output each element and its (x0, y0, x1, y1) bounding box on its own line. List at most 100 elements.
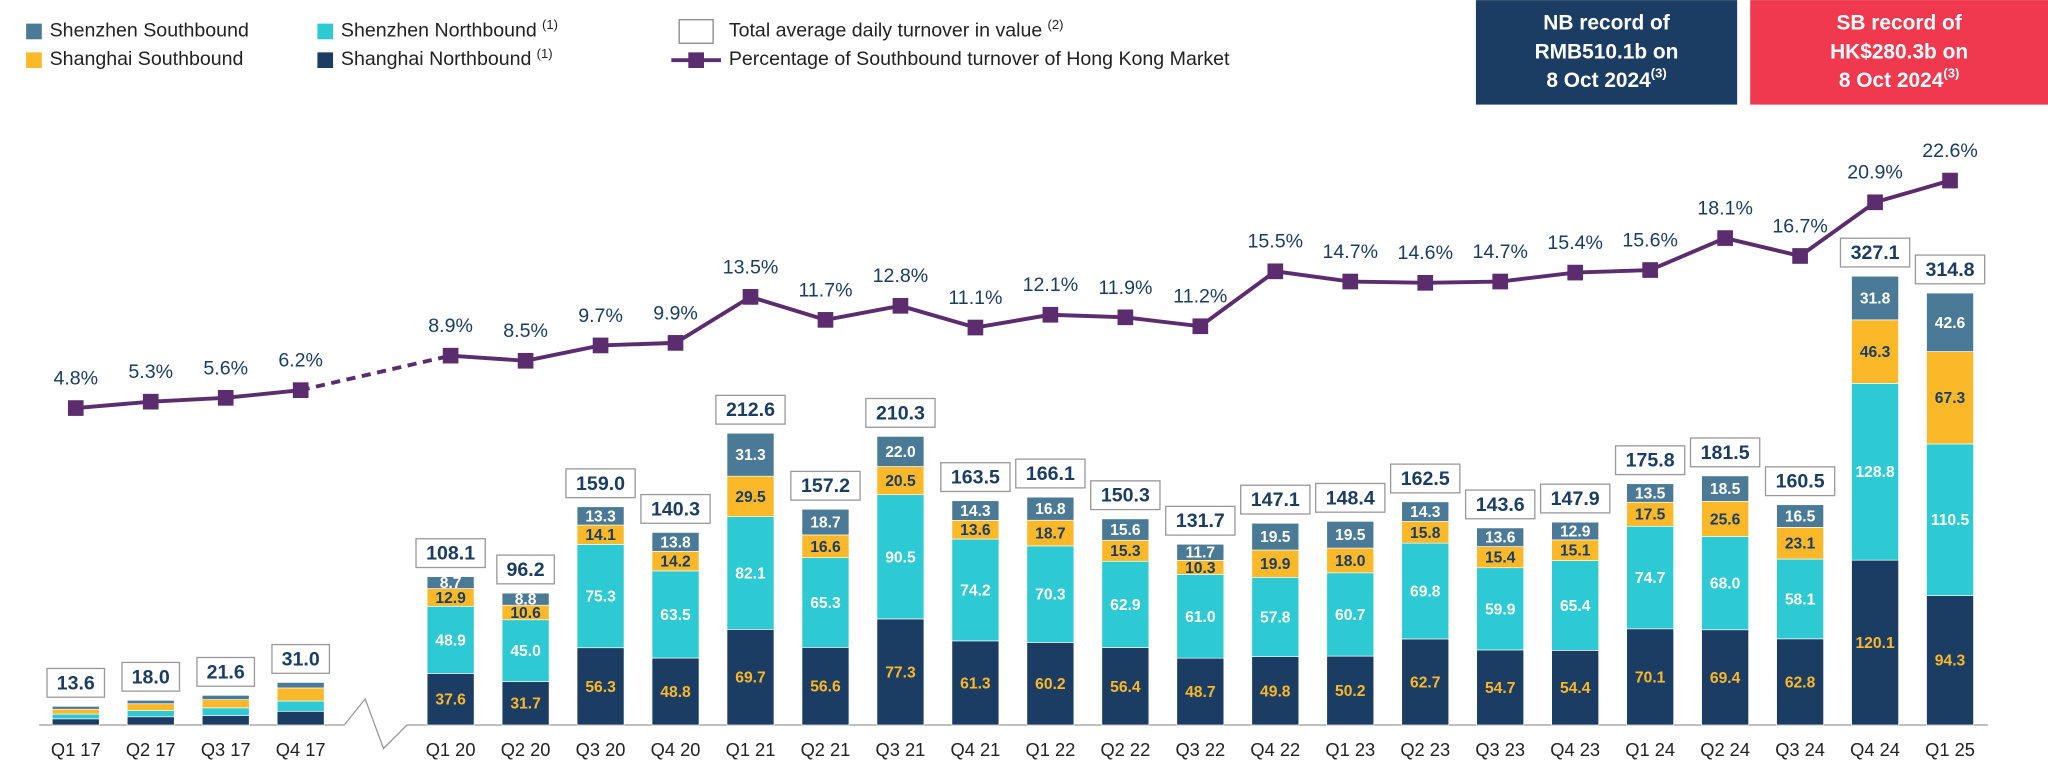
bar-segment (951, 538, 1000, 642)
line-value-label: 11.1% (948, 287, 1002, 309)
record-text: 8 Oct 2024(3) (1839, 66, 1959, 92)
record-line: NB record of (1543, 11, 1669, 34)
line-value-label: 8.5% (503, 320, 548, 342)
line-marker (817, 312, 834, 328)
bar-value-label: 110.5 (1931, 512, 1970, 529)
total-label: 131.7 (1176, 510, 1225, 532)
line-marker (1417, 274, 1434, 291)
bar-segment (876, 436, 925, 467)
bar-value-label: 14.2 (660, 554, 691, 571)
bar-segment (276, 700, 325, 712)
bar-value-label: 62.7 (1410, 674, 1441, 691)
bar-segment (1101, 647, 1150, 726)
line-marker (517, 352, 534, 369)
bar-value-label: 29.5 (735, 489, 766, 506)
line-marker (1792, 248, 1808, 264)
bar-segment (801, 647, 850, 726)
line-marker (1042, 306, 1059, 323)
bar-value-label: 69.8 (1410, 584, 1441, 601)
bar-segment (1101, 518, 1150, 541)
total-box (1015, 458, 1086, 489)
bar-value-label: 59.9 (1485, 601, 1516, 618)
bar-value-label: 14.3 (1410, 504, 1441, 521)
bar-value-label: 54.4 (1560, 680, 1591, 697)
line-marker (217, 389, 234, 406)
x-tick-label: Q3 23 (1475, 739, 1525, 760)
total-box (1914, 254, 1986, 285)
record-text: RMB510.1b on (1535, 40, 1679, 63)
bar-segment (51, 708, 100, 715)
record-text: 8 Oct 2024(3) (1546, 66, 1666, 92)
bar-value-label: 14.1 (585, 527, 616, 544)
line-value-label: 18.1% (1697, 198, 1753, 220)
record-line: SB record of (1836, 11, 1961, 34)
bar-segment (1926, 351, 1974, 445)
bar-segment (576, 647, 625, 726)
bar-segment (576, 506, 625, 526)
x-tick-label: Q4 21 (951, 739, 1001, 760)
total-label: 210.3 (876, 402, 925, 424)
bar-segment (1176, 574, 1225, 659)
axis-break (343, 697, 408, 750)
x-tick-label: Q4 22 (1250, 739, 1300, 760)
line-break-connector (300, 353, 452, 393)
bar-value-label: 75.3 (585, 589, 616, 606)
line-marker (1192, 318, 1209, 335)
bar-segment (651, 570, 700, 659)
line-value-label: 5.3% (128, 361, 173, 383)
bar-segment (126, 703, 175, 711)
bar-segment (1776, 527, 1824, 560)
bar-value-label: 18.5 (1710, 481, 1741, 498)
bar-segment (1551, 560, 1600, 651)
bar-value-label: 15.6 (1110, 522, 1141, 539)
bar-value-label: 25.6 (1710, 511, 1741, 528)
line-value-label: 5.6% (203, 357, 248, 379)
bar-segment (1776, 558, 1824, 640)
line-marker (142, 393, 159, 410)
bar-value-label: 13.3 (585, 508, 616, 525)
line-value-label: 12.1% (1023, 274, 1079, 296)
bar-segment (1851, 383, 1899, 561)
bar-segment (1476, 649, 1525, 726)
record-box (1475, 0, 1738, 105)
x-tick-label: Q4 17 (276, 739, 326, 760)
total-label: 175.8 (1626, 450, 1675, 472)
x-tick-label: Q2 24 (1700, 739, 1750, 760)
bar-segment (876, 494, 925, 620)
total-box (1839, 237, 1911, 268)
bar-value-label: 120.1 (1855, 635, 1894, 652)
legend-name: Shanghai Northbound (341, 48, 532, 70)
bar-segment (1776, 504, 1824, 528)
bar-segment (1026, 545, 1075, 643)
total-box (865, 397, 936, 428)
total-box (1240, 484, 1311, 515)
x-tick-label: Q3 17 (201, 739, 251, 760)
x-tick-label: Q3 24 (1775, 739, 1825, 760)
bar-segment (1626, 501, 1674, 527)
line-marker (592, 337, 609, 354)
line-value-label: 9.7% (578, 305, 623, 327)
legend-name: Shenzhen Northbound (341, 20, 537, 42)
bar-value-label: 63.5 (660, 607, 691, 624)
bar-segment (126, 716, 175, 726)
bar-value-label: 67.3 (1935, 390, 1966, 407)
line-marker (1867, 194, 1883, 211)
total-label: 140.3 (651, 498, 700, 520)
bar-segment (201, 695, 250, 700)
legend-label: Total average daily turnover in value (2) (729, 18, 1064, 42)
line-value-label: 15.4% (1547, 232, 1603, 254)
bar-value-label: 70.3 (1035, 587, 1066, 604)
total-label: 212.6 (726, 399, 775, 421)
bar-value-label: 82.1 (735, 565, 766, 582)
legend-swatch (26, 23, 42, 40)
line-series (75, 388, 301, 411)
bar-value-label: 49.8 (1260, 683, 1291, 700)
bar-value-label: 70.1 (1635, 669, 1666, 686)
x-tick-label: Q3 21 (876, 739, 926, 760)
total-box (565, 468, 636, 499)
total-box (1389, 463, 1461, 494)
x-tick-label: Q3 22 (1175, 739, 1225, 760)
bar-segment (801, 508, 850, 536)
total-label: 21.6 (207, 661, 245, 683)
bar-value-label: 31.7 (510, 696, 541, 713)
